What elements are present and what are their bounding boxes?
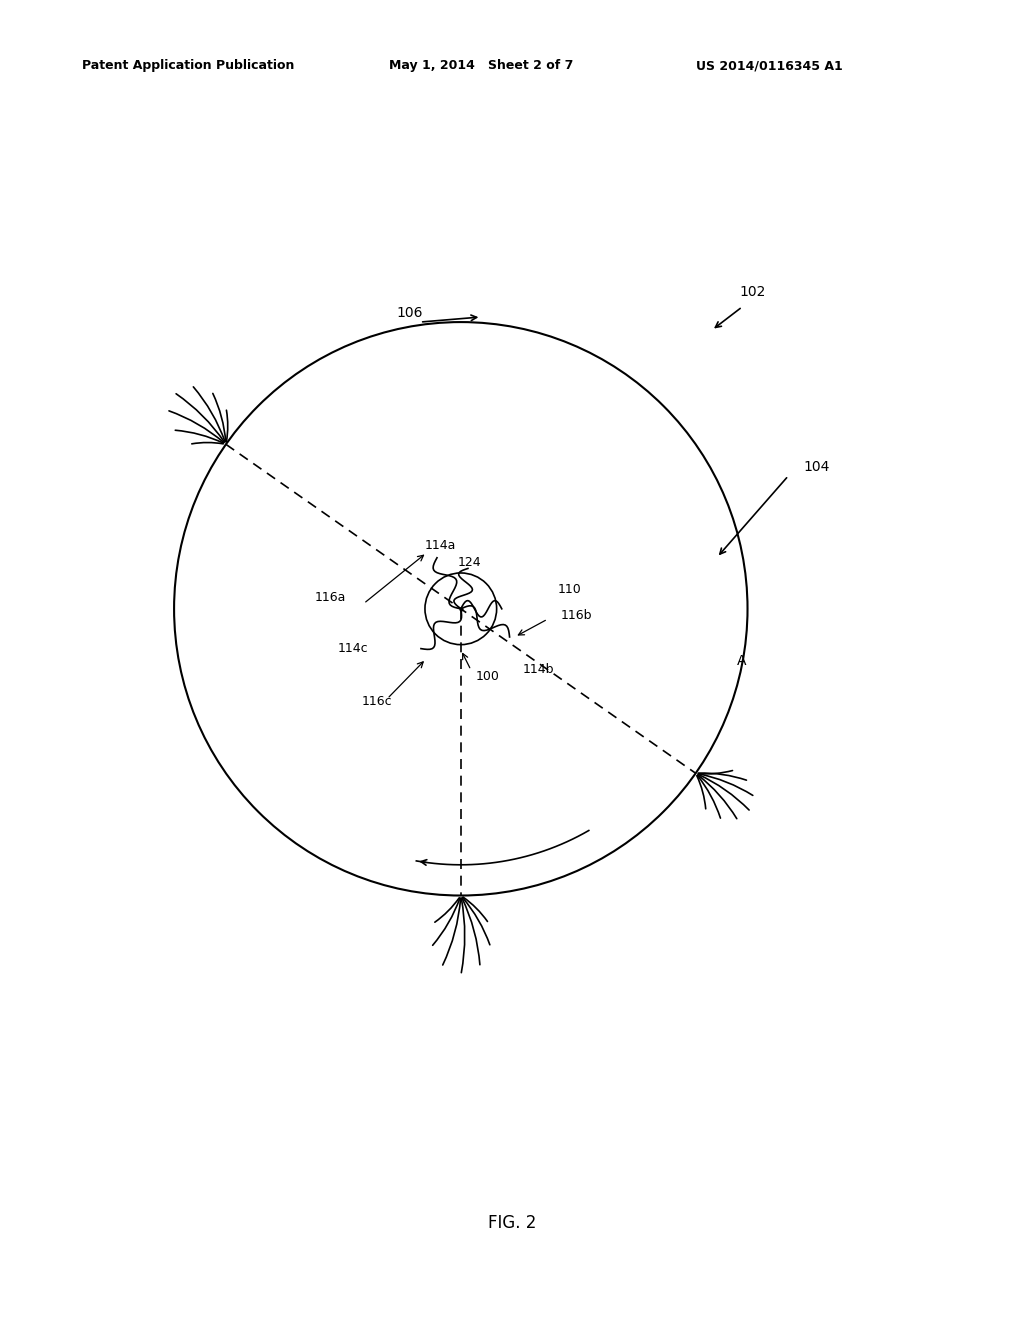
- Text: FIG. 2: FIG. 2: [487, 1213, 537, 1232]
- Text: 100: 100: [476, 671, 500, 684]
- Text: Patent Application Publication: Patent Application Publication: [82, 59, 294, 73]
- Text: 114b: 114b: [522, 664, 554, 676]
- Text: 116a: 116a: [314, 590, 346, 603]
- Text: A: A: [737, 655, 746, 668]
- Text: US 2014/0116345 A1: US 2014/0116345 A1: [696, 59, 843, 73]
- Text: 124: 124: [458, 556, 481, 569]
- Text: May 1, 2014   Sheet 2 of 7: May 1, 2014 Sheet 2 of 7: [389, 59, 573, 73]
- Text: 110: 110: [558, 583, 582, 597]
- Text: 114a: 114a: [425, 540, 456, 552]
- Text: 104: 104: [804, 459, 830, 474]
- Text: 106: 106: [396, 306, 423, 319]
- Text: 102: 102: [739, 285, 766, 300]
- Text: 116b: 116b: [561, 609, 593, 622]
- Text: 114c: 114c: [338, 642, 369, 655]
- Text: 116c: 116c: [361, 696, 392, 708]
